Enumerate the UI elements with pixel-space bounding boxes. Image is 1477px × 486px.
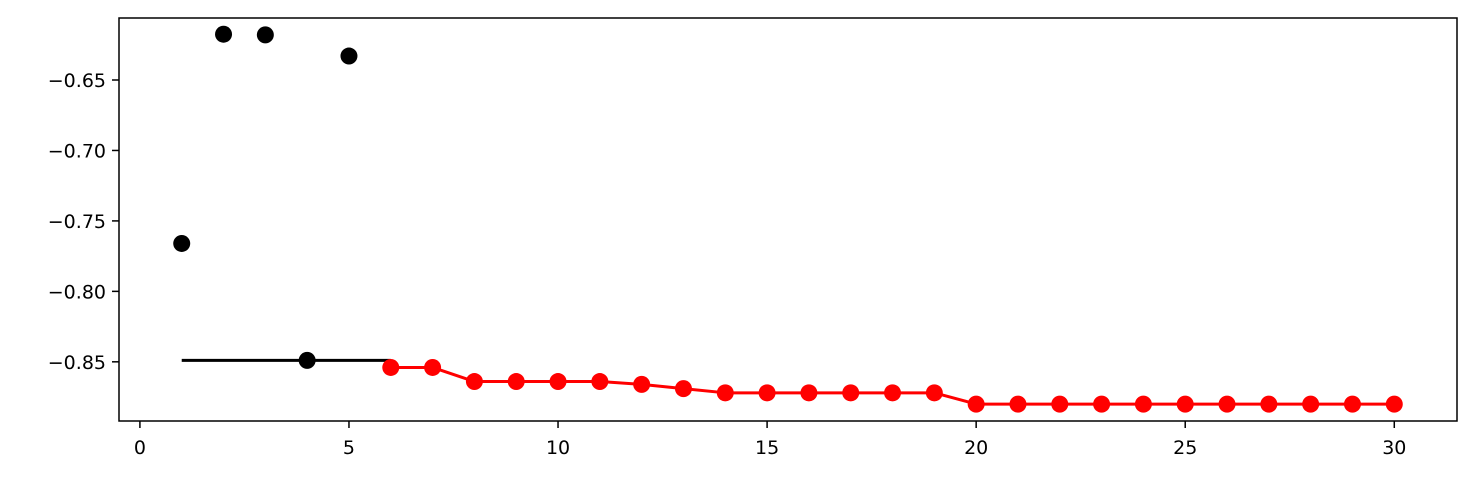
data-point bbox=[549, 373, 567, 391]
data-point bbox=[173, 234, 191, 252]
y-tick-label: −0.80 bbox=[48, 281, 106, 303]
x-tick-label: 20 bbox=[964, 437, 988, 459]
y-tick-label: −0.75 bbox=[48, 211, 106, 233]
data-point bbox=[382, 358, 400, 376]
data-point bbox=[1009, 395, 1027, 413]
data-point bbox=[884, 384, 902, 402]
data-point bbox=[591, 373, 609, 391]
series-2 bbox=[382, 358, 1403, 413]
series-layer bbox=[173, 25, 1403, 413]
data-point bbox=[1260, 395, 1278, 413]
y-tick-label: −0.85 bbox=[48, 352, 106, 374]
data-point bbox=[1385, 395, 1403, 413]
data-point bbox=[1343, 395, 1361, 413]
y-tick-label: −0.65 bbox=[48, 70, 106, 92]
data-point bbox=[1134, 395, 1152, 413]
data-point bbox=[925, 384, 943, 402]
data-point bbox=[465, 373, 483, 391]
data-point bbox=[1302, 395, 1320, 413]
data-point bbox=[758, 384, 776, 402]
x-tick-label: 30 bbox=[1382, 437, 1406, 459]
data-point bbox=[633, 375, 651, 393]
x-tick-label: 0 bbox=[134, 437, 146, 459]
x-tick-label: 25 bbox=[1173, 437, 1197, 459]
data-point bbox=[842, 384, 860, 402]
x-tick-label: 5 bbox=[343, 437, 355, 459]
data-point bbox=[1051, 395, 1069, 413]
data-point bbox=[1176, 395, 1194, 413]
data-point bbox=[1218, 395, 1236, 413]
x-tick-label: 15 bbox=[755, 437, 779, 459]
data-point bbox=[256, 26, 274, 44]
x-tick-label: 10 bbox=[546, 437, 570, 459]
axes-layer: 0 5 10 15 20 25 30 −0.65 −0.70 −0.75 −0.80 −0.85 bbox=[48, 70, 1407, 459]
data-point bbox=[424, 358, 442, 376]
data-point bbox=[340, 47, 358, 65]
y-tick-label: −0.70 bbox=[48, 140, 106, 162]
data-point bbox=[967, 395, 985, 413]
data-point bbox=[507, 373, 525, 391]
plot-frame bbox=[118, 17, 1458, 422]
data-point bbox=[716, 384, 734, 402]
data-point bbox=[800, 384, 818, 402]
data-point bbox=[674, 380, 692, 398]
data-point bbox=[1093, 395, 1111, 413]
data-point bbox=[215, 25, 233, 43]
